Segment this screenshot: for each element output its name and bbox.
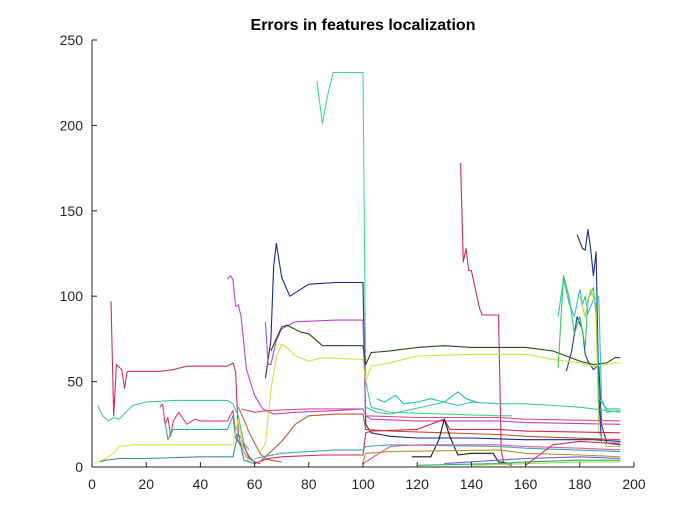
x-tick-label: 160 [514,476,538,492]
series-line-9 [270,324,621,366]
series-line-28 [417,459,621,466]
x-tick-label: 100 [351,476,375,492]
series-line-6 [576,229,603,442]
series-line-10 [259,343,621,454]
series-line-13 [579,288,621,448]
series-layer [94,71,621,466]
series-line-23 [254,418,621,465]
series-line-26 [362,449,621,463]
chart-title: Errors in features localization [251,17,476,34]
series-line-29 [471,461,621,466]
series-line-27 [362,444,621,465]
x-tick-label: 20 [138,476,154,492]
series-line-22 [259,413,621,463]
series-line-12 [557,275,621,410]
series-line-8 [264,319,621,425]
series-line-18 [94,418,255,465]
series-line-11 [557,278,621,413]
y-tick-label: 100 [60,288,84,304]
series-line-5 [565,316,621,446]
x-tick-label: 120 [406,476,430,492]
y-tick-label: 50 [67,374,83,390]
series-line-17 [164,415,255,463]
series-line-1 [316,71,512,417]
series-line-25 [254,444,621,460]
x-tick-label: 0 [88,476,96,492]
series-line-16 [159,403,255,463]
series-line-7 [227,275,364,415]
y-ticks: 0 50 100 150 200 250 [60,32,97,475]
series-line-14 [96,399,250,451]
x-tick-label: 140 [460,476,484,492]
x-tick-label: 180 [568,476,592,492]
series-line-30 [444,456,621,465]
series-line-20 [237,406,282,463]
x-tick-label: 80 [301,476,317,492]
series-line-32 [376,391,477,405]
x-tick-label: 60 [247,476,263,492]
series-line-31 [525,440,621,466]
series-line-21 [240,408,621,422]
series-line-3 [460,162,513,466]
series-line-15 [365,401,621,415]
x-tick-label: 200 [622,476,646,492]
y-tick-label: 0 [75,459,83,475]
y-tick-label: 250 [60,32,84,48]
series-line-19 [99,432,255,465]
y-tick-label: 150 [60,203,84,219]
y-tick-label: 200 [60,117,84,133]
x-ticks: 0 20 40 60 80 100 120 140 160 180 200 [88,462,646,492]
x-tick-label: 40 [193,476,209,492]
